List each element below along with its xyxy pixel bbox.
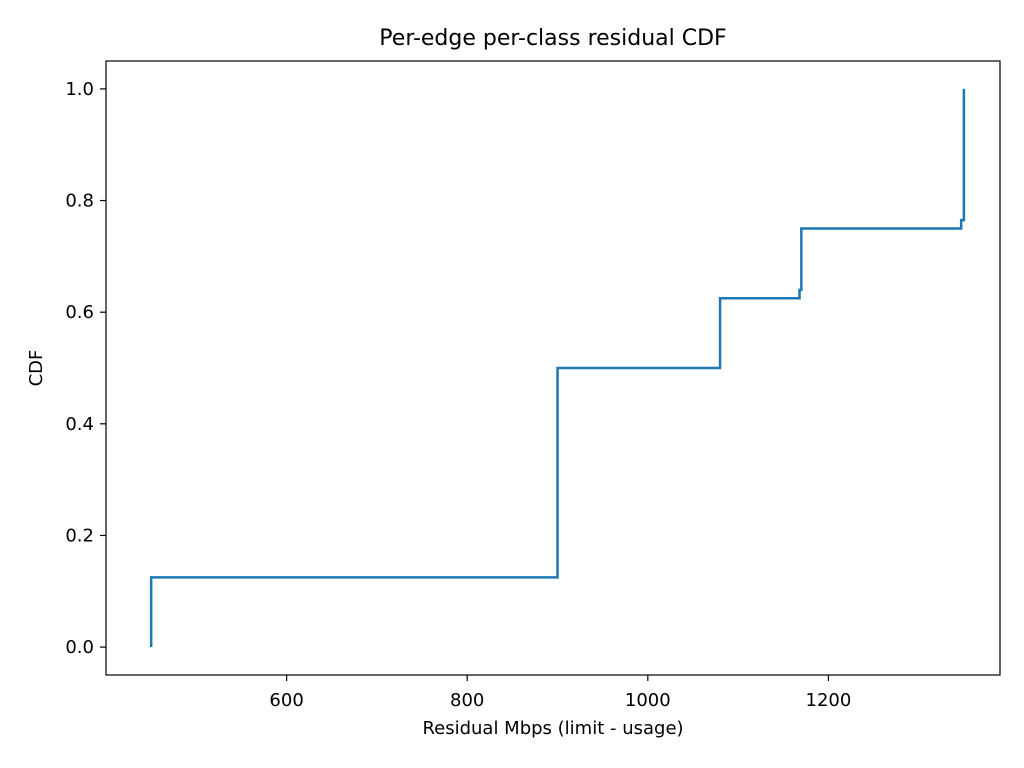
x-tick-label: 1000	[625, 690, 671, 711]
y-tick-label: 0.2	[65, 525, 94, 546]
y-axis-ticks: 0.0 0.2 0.4 0.6 0.8 1.0	[65, 79, 106, 658]
x-tick-label: 600	[269, 690, 303, 711]
y-tick-label: 0.8	[65, 191, 94, 212]
plot-frame	[105, 60, 1001, 676]
x-axis-ticks: 600 800 1000 1200	[269, 675, 851, 711]
y-tick-label: 1.0	[65, 79, 94, 100]
chart-title: Per-edge per-class residual CDF	[379, 26, 726, 51]
x-tick-label: 1200	[806, 690, 852, 711]
x-tick-label: 800	[450, 690, 484, 711]
y-axis-title: CDF	[26, 350, 47, 387]
y-tick-label: 0.4	[65, 414, 94, 435]
y-tick-label: 0.0	[65, 637, 94, 658]
y-tick-label: 0.6	[65, 302, 94, 323]
x-axis-title: Residual Mbps (limit - usage)	[422, 718, 683, 739]
series-layer	[149, 88, 966, 648]
cdf-series-line	[149, 88, 966, 648]
